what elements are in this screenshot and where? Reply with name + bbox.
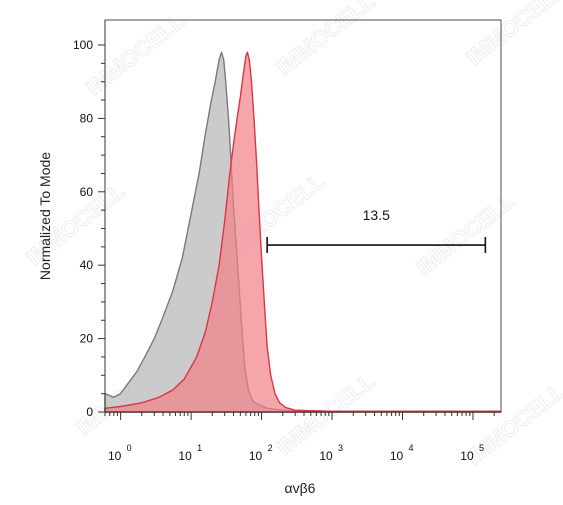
watermark-text: IMMOCELL bbox=[461, 0, 563, 70]
x-tick-label: 10 bbox=[249, 449, 263, 463]
y-axis-title: Normalized To Mode bbox=[37, 152, 53, 280]
gate-layer: 13.5 bbox=[266, 207, 487, 254]
x-tick-label: 10 bbox=[108, 449, 122, 463]
histogram-series-1 bbox=[104, 51, 502, 413]
x-tick-exponent: 4 bbox=[408, 443, 413, 453]
watermark-text: IMMOCELL bbox=[411, 188, 519, 280]
x-tick-exponent: 2 bbox=[268, 443, 273, 453]
x-tick-exponent: 1 bbox=[197, 443, 202, 453]
series-layer bbox=[104, 51, 502, 413]
x-axis: 10 0 10 1 10 2 10 3 10 4 10 5 bbox=[104, 411, 501, 463]
x-tick-label: 10 bbox=[319, 449, 333, 463]
y-tick-label: 60 bbox=[80, 185, 94, 199]
watermark-text: IMMOCELL bbox=[271, 0, 379, 80]
y-tick-label: 40 bbox=[80, 258, 94, 272]
y-tick-label: 80 bbox=[80, 111, 94, 125]
x-tick-label: 10 bbox=[460, 449, 474, 463]
watermark-text: IMMOCELL bbox=[461, 378, 563, 470]
x-tick-exponent: 0 bbox=[127, 443, 132, 453]
y-tick-label: 0 bbox=[86, 405, 93, 419]
x-axis-title: αvβ6 bbox=[285, 480, 316, 496]
gate-label: 13.5 bbox=[363, 207, 390, 223]
x-tick-exponent: 3 bbox=[338, 443, 343, 453]
y-tick-label: 20 bbox=[80, 332, 94, 346]
x-tick-exponent: 5 bbox=[479, 443, 484, 453]
watermark-layer: IMMOCELL IMMOCELL IMMOCELL IMMOCELL IMMOCELL… bbox=[21, 0, 563, 470]
x-tick-label: 10 bbox=[178, 449, 192, 463]
y-axis: 0 20 40 60 80 100 bbox=[73, 20, 106, 419]
x-tick-label: 10 bbox=[390, 449, 404, 463]
watermark-text: IMMOCELL bbox=[81, 8, 189, 100]
y-tick-label: 100 bbox=[73, 38, 93, 52]
histogram-series-2 bbox=[104, 51, 502, 413]
